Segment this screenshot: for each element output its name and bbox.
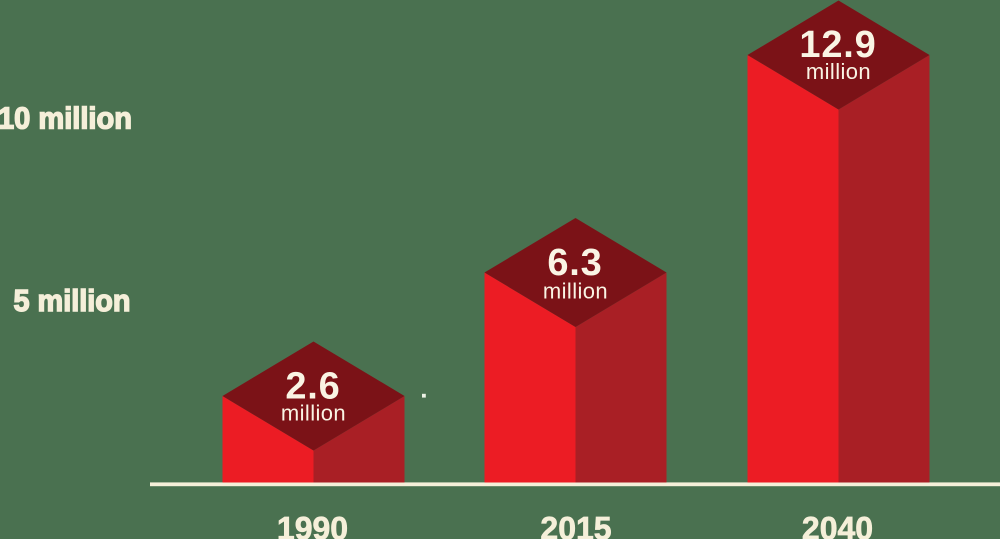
svg-text:million: million — [806, 59, 871, 84]
svg-text:million: million — [281, 401, 346, 426]
svg-text:1990: 1990 — [277, 511, 348, 539]
svg-text:6.3: 6.3 — [547, 242, 602, 284]
svg-text:million: million — [543, 279, 608, 304]
svg-text:10 million: 10 million — [0, 101, 132, 136]
svg-text:2.6: 2.6 — [285, 366, 340, 408]
svg-text:2015: 2015 — [540, 511, 611, 539]
svg-text:2040: 2040 — [802, 511, 873, 539]
svg-text:5 million: 5 million — [14, 283, 131, 318]
svg-text:12.9: 12.9 — [799, 24, 876, 66]
